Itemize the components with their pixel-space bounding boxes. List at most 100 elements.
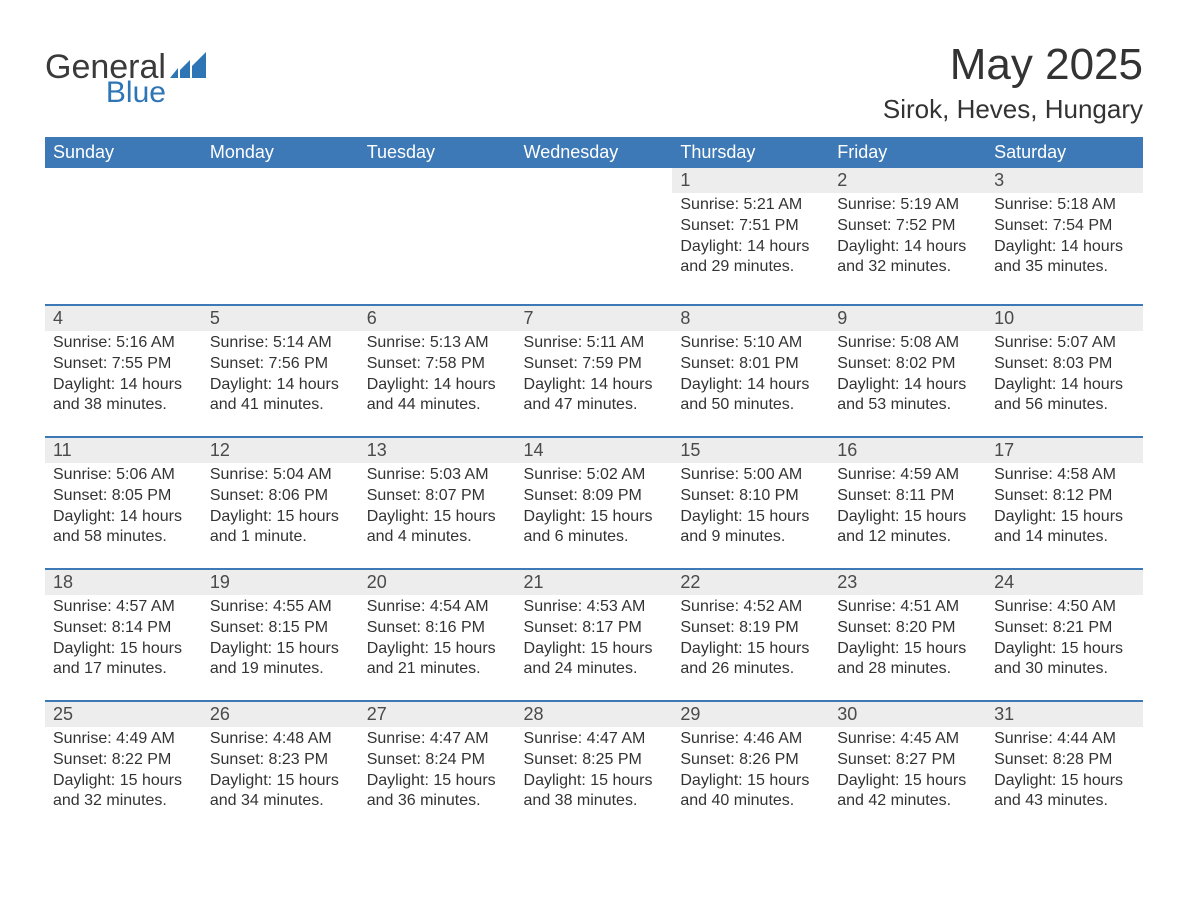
sunrise-line: Sunrise: 4:57 AM [53,597,194,618]
sunrise-value: 4:58 AM [1057,466,1116,483]
month-title: May 2025 [883,40,1143,90]
day-number: 13 [359,436,516,463]
sunset-value: 8:25 PM [582,751,642,768]
sunrise-value: 4:49 AM [116,730,175,747]
sunset-value: 7:56 PM [269,355,329,372]
sunset-label: Sunset: [837,619,896,636]
sunrise-value: 5:16 AM [116,334,175,351]
day-number: 28 [516,700,673,727]
calendar-day-cell: 2Sunrise: 5:19 AMSunset: 7:52 PMDaylight… [829,168,986,300]
sunset-line: Sunset: 8:27 PM [837,750,978,771]
calendar-week-row: 11Sunrise: 5:06 AMSunset: 8:05 PMDayligh… [45,432,1143,564]
sunset-line: Sunset: 8:15 PM [210,618,351,639]
sunset-line: Sunset: 7:52 PM [837,216,978,237]
weekday-header-row: Sunday Monday Tuesday Wednesday Thursday… [45,138,1143,169]
sunrise-line: Sunrise: 5:06 AM [53,465,194,486]
weekday-header: Thursday [672,138,829,169]
day-body: Sunrise: 5:02 AMSunset: 8:09 PMDaylight:… [516,463,673,552]
day-body: Sunrise: 5:14 AMSunset: 7:56 PMDaylight:… [202,331,359,420]
calendar-day-cell: 27Sunrise: 4:47 AMSunset: 8:24 PMDayligh… [359,696,516,828]
sunrise-value: 4:45 AM [900,730,959,747]
sunrise-label: Sunrise: [367,334,430,351]
sunrise-line: Sunrise: 4:45 AM [837,729,978,750]
sunset-label: Sunset: [837,751,896,768]
day-body: Sunrise: 4:59 AMSunset: 8:11 PMDaylight:… [829,463,986,552]
sunrise-value: 4:53 AM [587,598,646,615]
day-body: Sunrise: 4:46 AMSunset: 8:26 PMDaylight:… [672,727,829,816]
brand-text: General Blue [45,50,166,108]
day-body: Sunrise: 4:52 AMSunset: 8:19 PMDaylight:… [672,595,829,684]
day-number: 18 [45,568,202,595]
daylight-label: Daylight: [837,508,904,525]
sunset-value: 8:11 PM [896,487,954,504]
daylight-label: Daylight: [210,376,277,393]
day-number: 22 [672,568,829,595]
sunrise-line: Sunrise: 4:53 AM [524,597,665,618]
sunset-value: 8:16 PM [425,619,485,636]
day-number: 10 [986,304,1143,331]
daylight-line: Daylight: 15 hours and 24 minutes. [524,639,665,681]
daylight-label: Daylight: [994,508,1061,525]
sunset-value: 8:22 PM [112,751,172,768]
sunset-label: Sunset: [994,217,1053,234]
day-number: 31 [986,700,1143,727]
weekday-header: Sunday [45,138,202,169]
sunset-value: 8:27 PM [896,751,956,768]
sunset-label: Sunset: [367,619,426,636]
day-body: Sunrise: 5:19 AMSunset: 7:52 PMDaylight:… [829,193,986,282]
sunset-label: Sunset: [210,355,269,372]
sunrise-value: 5:06 AM [116,466,175,483]
sunset-value: 8:06 PM [269,487,329,504]
daylight-label: Daylight: [367,508,434,525]
sunrise-label: Sunrise: [524,598,587,615]
sunrise-value: 4:47 AM [430,730,489,747]
sunrise-line: Sunrise: 4:52 AM [680,597,821,618]
day-number: 9 [829,304,986,331]
daylight-line: Daylight: 15 hours and 14 minutes. [994,507,1135,549]
sunrise-line: Sunrise: 4:58 AM [994,465,1135,486]
day-number: 7 [516,304,673,331]
day-body: Sunrise: 4:48 AMSunset: 8:23 PMDaylight:… [202,727,359,816]
sunset-line: Sunset: 8:09 PM [524,486,665,507]
sunset-value: 7:52 PM [896,217,956,234]
sunrise-value: 4:47 AM [587,730,646,747]
sunrise-line: Sunrise: 4:51 AM [837,597,978,618]
daylight-label: Daylight: [994,640,1061,657]
sunrise-line: Sunrise: 4:54 AM [367,597,508,618]
daylight-label: Daylight: [994,238,1061,255]
daylight-label: Daylight: [524,508,591,525]
day-body: Sunrise: 4:54 AMSunset: 8:16 PM Daylight:… [359,595,516,684]
daylight-line: Daylight: 14 hours and 35 minutes. [994,237,1135,279]
calendar-day-cell: 15Sunrise: 5:00 AMSunset: 8:10 PMDayligh… [672,432,829,564]
sunrise-line: Sunrise: 4:50 AM [994,597,1135,618]
sunset-value: 8:24 PM [425,751,485,768]
sunrise-value: 4:48 AM [273,730,332,747]
sunset-value: 7:55 PM [112,355,172,372]
sunset-label: Sunset: [524,751,583,768]
sunset-label: Sunset: [680,355,739,372]
daylight-line: Daylight: 15 hours and 32 minutes. [53,771,194,813]
sunset-label: Sunset: [524,487,583,504]
sunrise-line: Sunrise: 5:11 AM [524,333,665,354]
calendar-week-row: 1Sunrise: 5:21 AMSunset: 7:51 PMDaylight… [45,168,1143,300]
day-body: Sunrise: 4:50 AMSunset: 8:21 PMDaylight:… [986,595,1143,684]
day-body: Sunrise: 4:47 AMSunset: 8:24 PMDaylight:… [359,727,516,816]
sunrise-value: 5:00 AM [744,466,803,483]
sunset-label: Sunset: [994,355,1053,372]
daylight-line: Daylight: 15 hours and 21 minutes. [367,639,508,681]
sunset-value: 8:15 PM [269,619,329,636]
daylight-label: Daylight: [680,772,747,789]
sunset-line: Sunset: 8:03 PM [994,354,1135,375]
daylight-line: Daylight: 15 hours and 12 minutes. [837,507,978,549]
calendar-day-cell: 24Sunrise: 4:50 AMSunset: 8:21 PMDayligh… [986,564,1143,696]
calendar-day-cell: 19Sunrise: 4:55 AMSunset: 8:15 PMDayligh… [202,564,359,696]
sunrise-label: Sunrise: [53,334,116,351]
sunset-label: Sunset: [53,355,112,372]
sunset-value: 8:19 PM [739,619,799,636]
sunset-value: 8:05 PM [112,487,172,504]
sunrise-label: Sunrise: [210,466,273,483]
sunrise-label: Sunrise: [210,730,273,747]
sunset-label: Sunset: [837,487,896,504]
daylight-line: Daylight: 14 hours and 53 minutes. [837,375,978,417]
day-number: 11 [45,436,202,463]
